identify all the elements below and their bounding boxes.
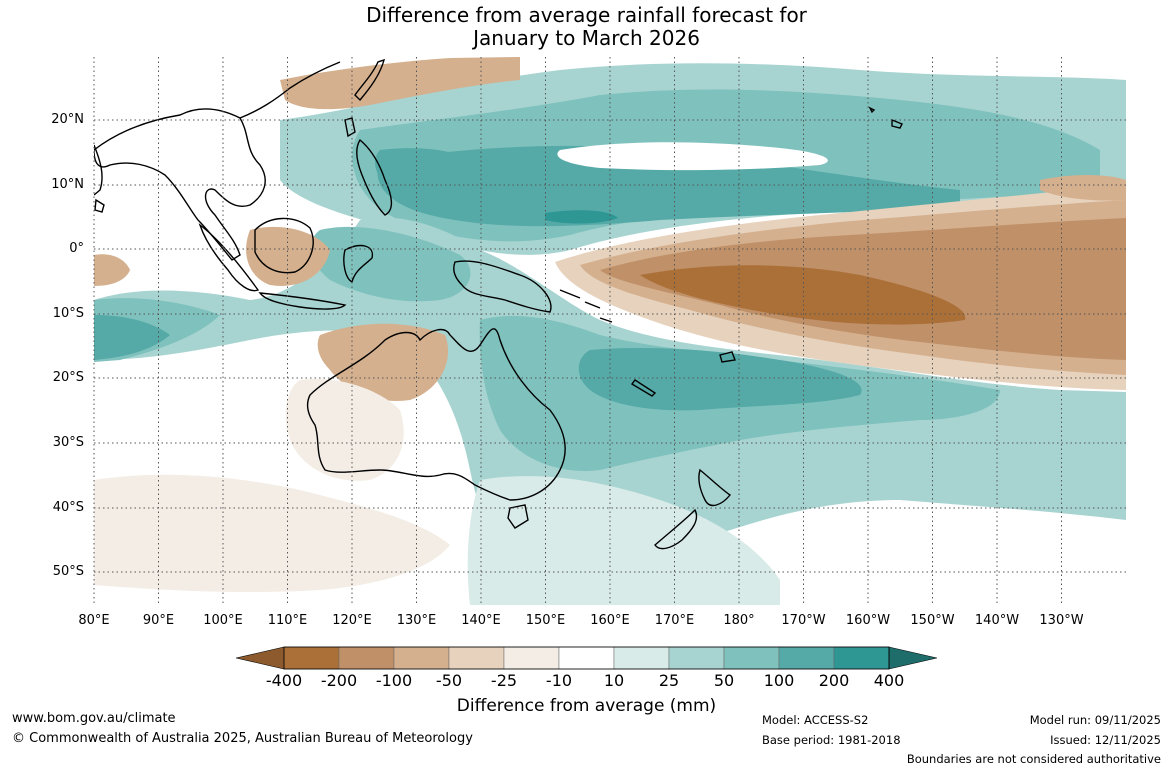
lon-label-110e: 110°E	[267, 613, 308, 628]
java-coastline	[258, 292, 347, 310]
lon-label-180: 180°	[723, 613, 755, 628]
lon-label-100e: 100°E	[203, 613, 243, 628]
dry-region-equatorial-pacific-peak	[640, 265, 966, 325]
colorbar-label: -50	[435, 671, 463, 690]
dry-region-northern-australia	[317, 323, 449, 401]
colorbar-outline	[283, 646, 890, 670]
sri-lanka-coastline	[94, 198, 105, 213]
lat-label-30s: 30°S	[52, 435, 84, 450]
new-guinea-coastline	[453, 260, 552, 313]
australia-coastline	[306, 328, 566, 501]
dry-region-southern-indian-ocean	[94, 474, 450, 593]
lat-label-10n: 10°N	[51, 177, 84, 192]
colorbar-swatch	[668, 646, 725, 670]
map-title: Difference from average rainfall forecas…	[0, 4, 1173, 50]
new-zealand-south-island	[654, 508, 698, 550]
lat-label-20n: 20°N	[51, 112, 84, 127]
colorbar-swatch	[613, 646, 670, 670]
asia-mainland-coastline	[94, 108, 266, 261]
model-text: Model: ACCESS-S2	[762, 713, 869, 727]
colorbar-swatch	[338, 646, 395, 670]
lon-label-120e: 120°E	[332, 613, 372, 628]
lat-label-40s: 40°S	[52, 500, 84, 515]
wet-region-indian-ocean-core	[94, 315, 170, 360]
wet-region-philippine-sea	[375, 148, 480, 192]
colorbar-arrow-right	[888, 646, 938, 670]
borneo-coastline	[254, 217, 314, 274]
base-period-text: Base period: 1981-2018	[762, 733, 901, 747]
lon-label-160e: 160°E	[590, 613, 630, 628]
new-caledonia-coastline	[630, 379, 657, 397]
sulawesi-coastline	[343, 244, 374, 284]
colorbar-label: 400	[873, 671, 905, 690]
colorbar-swatch	[393, 646, 450, 670]
lon-label-150w: 150°W	[910, 613, 955, 628]
colorbar-label: -400	[265, 671, 303, 690]
colorbar-label: 50	[713, 671, 735, 690]
copyright-text: © Commonwealth of Australia 2025, Austra…	[12, 731, 473, 746]
colorbar-title: Difference from average (mm)	[456, 696, 717, 716]
dry-region-east-asia	[280, 57, 520, 110]
colorbar-swatches	[235, 646, 938, 670]
wet-region-banda-sea	[311, 226, 471, 302]
new-zealand-north-island	[698, 468, 732, 507]
colorbar-swatch	[503, 646, 560, 670]
issued-text: Issued: 12/11/2025	[1050, 733, 1161, 747]
colorbar-swatch	[283, 646, 340, 670]
japan-coastline	[354, 58, 386, 102]
philippines-coastline	[356, 138, 393, 216]
title-line-1: Difference from average rainfall forecas…	[366, 3, 807, 27]
lon-label-170w: 170°W	[781, 613, 826, 628]
lat-label-20s: 20°S	[52, 370, 84, 385]
wet-region-itcz-peak	[545, 210, 618, 224]
lon-label-150e: 150°E	[525, 613, 566, 628]
lat-label-10s: 10°S	[52, 306, 84, 321]
lon-label-140w: 140°W	[974, 613, 1020, 628]
website-link[interactable]: www.bom.gov.au/climate	[12, 711, 176, 726]
hawaii-coastline	[868, 106, 903, 129]
colorbar-label: 10	[603, 671, 625, 690]
colorbar-swatch	[778, 646, 835, 670]
colorbar-label: 100	[763, 671, 795, 690]
lon-label-140e: 140°E	[461, 613, 501, 628]
title-line-2: January to March 2026	[473, 26, 700, 50]
colorbar-label: 25	[658, 671, 680, 690]
lat-label-0: 0°	[69, 241, 84, 256]
rainfall-map	[93, 57, 1126, 605]
colorbar-arrow-left	[235, 646, 285, 670]
tasmania-coastline	[507, 504, 529, 529]
colorbar-swatch	[723, 646, 780, 670]
lon-label-130w: 130°W	[1039, 613, 1084, 628]
colorbar-label: -25	[490, 671, 518, 690]
dry-region-borneo	[246, 226, 330, 286]
colorbar-swatch	[448, 646, 505, 670]
graticule	[93, 57, 1126, 605]
colorbar-label: -200	[320, 671, 358, 690]
boundaries-note: Boundaries are not considered authoritat…	[906, 752, 1161, 766]
dry-region-western-australia	[285, 379, 404, 481]
solomon-islands-coastline	[559, 289, 613, 323]
lon-label-160w: 160°W	[845, 613, 891, 628]
dry-region-east-indian-ocean	[94, 254, 130, 286]
lon-label-170e: 170°E	[654, 613, 695, 628]
fiji-coastline	[719, 351, 736, 363]
model-run-text: Model run: 09/11/2025	[1029, 713, 1161, 727]
wet-region-itcz-core	[377, 145, 960, 227]
dry-region-hawaii-band	[557, 142, 828, 171]
colorbar-label: -10	[545, 671, 573, 690]
colorbar-swatch	[833, 646, 890, 670]
india-coastline	[94, 144, 103, 196]
colorbar-label: 200	[818, 671, 850, 690]
china-coastline	[239, 61, 341, 119]
dry-region-northwest-hawaii	[1040, 175, 1126, 201]
lat-label-50s: 50°S	[52, 564, 84, 579]
colorbar-label: -100	[375, 671, 413, 690]
lon-label-130e: 130°E	[396, 613, 437, 628]
lon-label-90e: 90°E	[142, 613, 175, 628]
colorbar-swatch	[558, 646, 615, 670]
taiwan-coastline	[344, 117, 356, 138]
lon-label-80e: 80°E	[78, 613, 110, 628]
